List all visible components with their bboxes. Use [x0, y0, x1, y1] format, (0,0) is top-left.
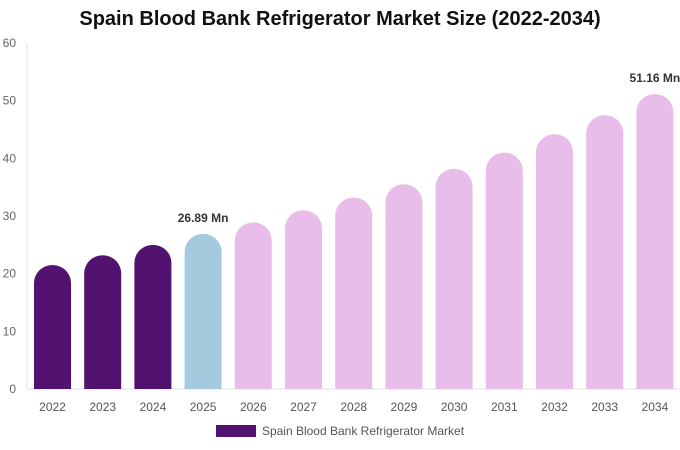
bar-2027	[285, 210, 322, 389]
chart-title: Spain Blood Bank Refrigerator Market Siz…	[79, 8, 601, 30]
bar-2023	[84, 255, 122, 389]
y-axis: 0 10 20 30 40 50 60	[3, 36, 28, 396]
y-tick-label: 30	[3, 209, 17, 223]
y-tick-label: 10	[3, 324, 17, 338]
data-label: 51.16 Mn	[630, 71, 680, 85]
x-tick-label: 2031	[491, 400, 518, 414]
x-tick-label: 2024	[140, 400, 167, 414]
bar-2032	[536, 134, 573, 389]
x-tick-label: 2027	[290, 400, 317, 414]
x-tick-label: 2022	[39, 400, 66, 414]
x-tick-label: 2026	[240, 400, 267, 414]
legend: Spain Blood Bank Refrigerator Market	[0, 424, 680, 438]
y-tick-label: 60	[3, 36, 17, 50]
data-label: 26.89 Mn	[178, 211, 229, 225]
x-tick-label: 2032	[541, 400, 568, 414]
bar-2031	[485, 152, 523, 389]
x-tick-label: 2029	[391, 400, 418, 414]
bar-2029	[385, 184, 423, 389]
bar-2026	[234, 222, 272, 389]
x-tick-label: 2023	[89, 400, 116, 414]
y-tick-label: 50	[3, 94, 17, 108]
legend-label: Spain Blood Bank Refrigerator Market	[261, 424, 465, 438]
y-tick-label: 40	[3, 151, 17, 165]
bars-group	[34, 93, 674, 390]
x-tick-label: 2033	[591, 400, 618, 414]
x-tick-label: 2028	[340, 400, 367, 414]
x-tick-label: 2034	[642, 400, 669, 414]
legend-swatch	[215, 425, 256, 437]
data-labels-group: 26.89 Mn 51.16 Mn	[178, 71, 680, 225]
bar-2033	[586, 115, 624, 390]
y-tick-label: 0	[9, 382, 16, 396]
x-tick-label: 2025	[190, 400, 217, 414]
bar-2028	[335, 197, 373, 389]
x-axis: 2022 2023 2024 2025 2026 2027 2028 2029 2030 2031…	[27, 388, 680, 414]
bar-2025	[184, 233, 222, 389]
bar-2022	[34, 265, 71, 389]
bar-2030	[435, 168, 473, 389]
bar-2034	[636, 93, 674, 390]
bar-2024	[134, 244, 172, 389]
y-tick-label: 20	[3, 267, 17, 281]
x-tick-label: 2030	[441, 400, 468, 414]
